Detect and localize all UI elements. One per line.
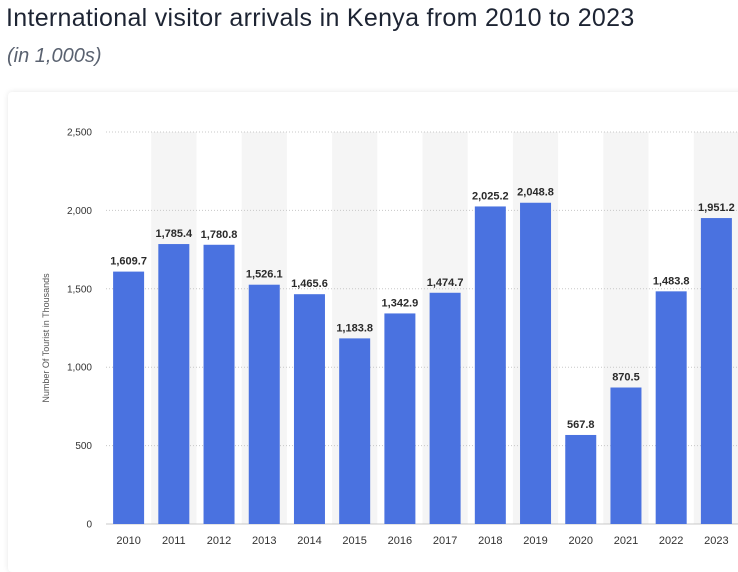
bar	[429, 292, 461, 524]
bar	[384, 313, 416, 524]
data-label: 567.8	[567, 419, 595, 431]
y-tick-label: 1,500	[67, 284, 92, 295]
data-label: 870.5	[612, 372, 640, 384]
data-label: 1,483.8	[653, 275, 690, 287]
y-tick-label: 1,000	[67, 363, 92, 374]
bar	[339, 338, 371, 524]
x-tick-label: 2023	[704, 535, 728, 547]
bar	[203, 244, 235, 524]
x-tick-label: 2014	[297, 535, 321, 547]
chart-card: 0 500 1,000 1,500 2,000 2,500 1,609.7 1,785.4 1…	[8, 92, 738, 572]
x-tick-label: 2018	[478, 535, 502, 547]
bars	[113, 202, 732, 524]
bar	[565, 434, 597, 524]
x-tick-label: 2010	[116, 535, 140, 547]
data-label: 2,025.2	[472, 190, 509, 202]
x-tick-label: 2021	[614, 535, 638, 547]
y-tick-label: 2,500	[67, 128, 92, 139]
bar	[113, 271, 145, 524]
x-tick-label: 2017	[433, 535, 457, 547]
data-label: 1,780.8	[201, 229, 238, 241]
chart-title: International visitor arrivals in Kenya …	[6, 4, 635, 32]
data-label: 1,183.8	[336, 322, 373, 334]
data-label: 1,526.1	[246, 269, 283, 281]
bar	[610, 387, 642, 524]
bar	[293, 294, 325, 524]
x-tick-label: 2012	[207, 535, 231, 547]
x-tick-label: 2019	[523, 535, 547, 547]
y-tick-label: 2,000	[67, 206, 92, 217]
data-label: 1,465.6	[291, 278, 328, 290]
y-tick-label: 0	[86, 520, 92, 531]
y-axis-title: Number Of Tourist in Thousands	[41, 273, 51, 403]
data-label: 1,609.7	[110, 256, 147, 268]
x-tick-label: 2015	[342, 535, 366, 547]
data-label: 1,342.9	[382, 297, 419, 309]
x-tick-label: 2022	[659, 535, 683, 547]
data-label: 1,785.4	[155, 228, 193, 240]
data-label: 1,951.2	[698, 202, 735, 214]
x-tick-label: 2016	[388, 535, 412, 547]
bar	[700, 218, 732, 524]
bar	[248, 284, 280, 524]
bar	[158, 244, 190, 524]
y-tick-label: 500	[75, 441, 92, 452]
data-labels: 1,609.7 1,785.4 1,780.8 1,526.1 1,465.6 1,183…	[110, 187, 734, 431]
y-axis-ticks: 0 500 1,000 1,500 2,000 2,500	[67, 128, 92, 531]
x-axis-labels: 2010 2011 2012 2013 2014 2015 2016 2017 2018 2019…	[116, 535, 728, 547]
x-tick-label: 2011	[162, 535, 186, 547]
x-tick-label: 2013	[252, 535, 276, 547]
bar	[655, 291, 687, 524]
bar	[520, 202, 552, 524]
chart-subtitle: (in 1,000s)	[7, 45, 102, 67]
x-tick-label: 2020	[569, 535, 593, 547]
data-label: 1,474.7	[427, 277, 464, 289]
bar	[474, 206, 506, 524]
data-label: 2,048.8	[517, 187, 554, 199]
